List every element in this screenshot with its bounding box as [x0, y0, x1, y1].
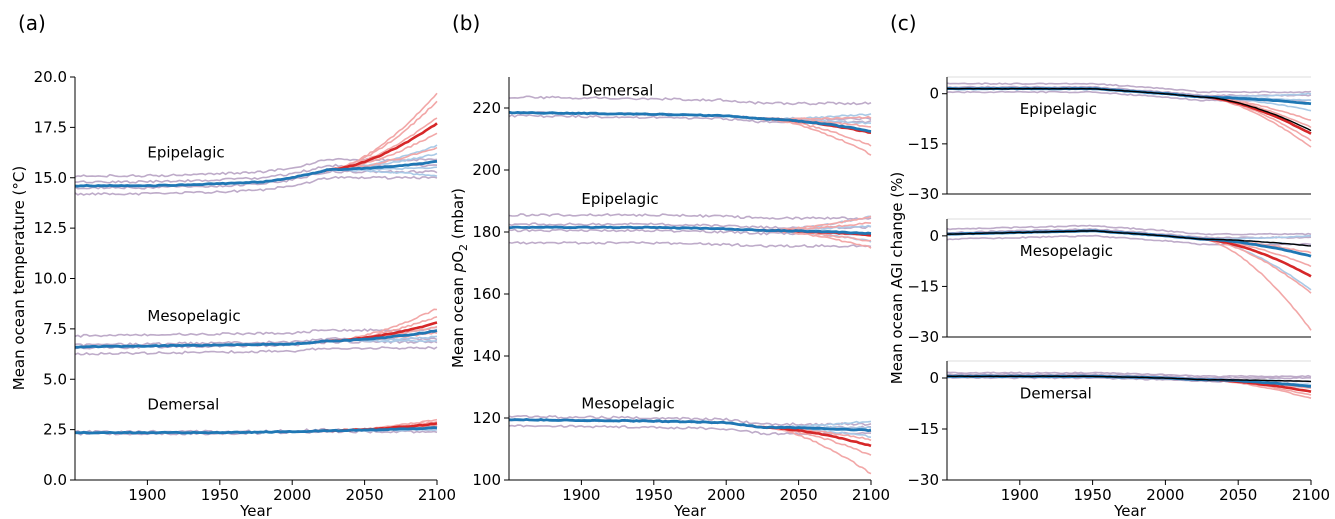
x-tick-label: 1950	[1074, 486, 1112, 504]
x-tick-label: 1900	[562, 486, 600, 504]
x-tick-label: 1950	[635, 486, 673, 504]
low-emission-mean-line	[508, 110, 872, 133]
panel-c-subplot-epipelagic: Epipelagic 0 −15 −30	[907, 76, 1312, 203]
historical-member-line	[74, 169, 438, 190]
panel-letter-c: (c)	[890, 11, 917, 35]
historical-member-line	[947, 227, 1312, 239]
historical-member-line	[74, 328, 438, 338]
historical-member-line	[508, 95, 872, 106]
low-emission-mean-line	[75, 329, 438, 349]
multi-model-mean-line	[946, 230, 1312, 247]
multi-model-mean-line	[946, 87, 1312, 132]
y-tick-label: 12.5	[34, 219, 67, 237]
panel-c-ylabel: Mean ocean AGI change (%)	[888, 172, 906, 385]
panel-a: Epipelagic Mesopelagic Demersal 0.0 2.5 5.0 7.…	[34, 68, 457, 504]
series-label: Epipelagic	[147, 144, 224, 162]
series-label: Demersal	[1020, 384, 1092, 402]
y-tick-label: −30	[907, 471, 939, 489]
panel-b-ylabel: Mean ocean pO2 (mbar)	[449, 188, 470, 368]
y-tick-label: −30	[907, 328, 939, 346]
low-emission-mean-line	[508, 417, 872, 433]
series-label: Mesopelagic	[1020, 242, 1113, 260]
series-label: Epipelagic	[581, 190, 658, 208]
y-tick-label: 100	[472, 471, 501, 489]
y-tick-label: 5.0	[43, 370, 67, 388]
panel-a-ylabel: Mean ocean temperature (°C)	[10, 166, 28, 391]
x-tick-label: 2000	[707, 486, 745, 504]
y-tick-label: 2.5	[43, 421, 67, 439]
series-label: Demersal	[147, 395, 219, 413]
historical-member-line	[74, 175, 438, 196]
y-tick-label: 15.0	[34, 169, 67, 187]
multi-model-mean-line	[946, 375, 1312, 383]
y-tick-label: −15	[907, 135, 939, 153]
series-label: Demersal	[581, 82, 653, 100]
low-emission-mean-line	[74, 426, 438, 435]
y-tick-label: 7.5	[43, 320, 67, 338]
x-tick-label: 1950	[201, 486, 239, 504]
series-label: Epipelagic	[1020, 100, 1097, 118]
historical-member-line	[946, 371, 1312, 378]
series-label: Mesopelagic	[147, 307, 240, 325]
panel-b-xlabel: Year	[673, 502, 707, 519]
panel-letter-a: (a)	[18, 11, 46, 35]
x-tick-label: 2100	[418, 486, 456, 504]
y-tick-label: 0	[929, 85, 939, 103]
historical-member-line	[946, 224, 1312, 236]
y-tick-label: −30	[907, 185, 939, 203]
plot-area: Epipelagic Mesopelagic Demersal 0.0 2.5 5.0 7.…	[34, 68, 1331, 504]
x-tick-label: 2050	[780, 486, 818, 504]
x-tick-label: 1900	[1001, 486, 1039, 504]
y-tick-label: 0.0	[43, 471, 67, 489]
historical-member-line	[508, 213, 872, 221]
y-tick-label: 10.0	[34, 270, 67, 288]
panel-a-xlabel: Year	[239, 502, 273, 519]
y-tick-label: 0	[929, 369, 939, 387]
y-tick-label: 220	[472, 99, 501, 117]
y-tick-label: −15	[907, 277, 939, 295]
panel-b: Demersal Epipelagic Mesopelagic 100 120 140 16…	[472, 77, 890, 504]
high-emission-mean-line	[323, 122, 438, 173]
x-tick-label: 2000	[1146, 486, 1184, 504]
low-emission-mean-line	[508, 225, 872, 236]
y-tick-label: −15	[907, 420, 939, 438]
low-emission-mean-line	[74, 159, 438, 188]
y-tick-label: 180	[472, 223, 501, 241]
x-tick-label: 2100	[1292, 486, 1330, 504]
x-tick-label: 2050	[346, 486, 384, 504]
panel-c-xlabel: Year	[1113, 502, 1147, 519]
x-tick-label: 1900	[128, 486, 166, 504]
high-emission-member-line	[314, 92, 438, 174]
panel-c-subplot-mesopelagic: Mesopelagic 0 −15 −30	[907, 218, 1312, 346]
x-tick-label: 2000	[273, 486, 311, 504]
y-tick-label: 160	[472, 285, 501, 303]
panel-c-subplot-demersal: Demersal 0 −15 −30 1900 1950 2000 2050 2100	[907, 360, 1330, 504]
historical-member-line	[946, 82, 1312, 94]
historical-member-line	[508, 241, 872, 248]
y-tick-label: 140	[472, 347, 501, 365]
x-tick-label: 2050	[1219, 486, 1257, 504]
panel-letter-b: (b)	[452, 11, 480, 35]
y-tick-label: 120	[472, 409, 501, 427]
historical-member-line	[946, 373, 1312, 380]
y-tick-label: 200	[472, 161, 501, 179]
y-tick-label: 20.0	[34, 68, 67, 86]
y-tick-label: 0	[929, 227, 939, 245]
y-tick-label: 17.5	[34, 118, 67, 136]
historical-member-line	[508, 414, 872, 427]
historical-member-line	[74, 346, 438, 356]
series-label: Mesopelagic	[581, 395, 674, 413]
x-tick-label: 2100	[852, 486, 890, 504]
